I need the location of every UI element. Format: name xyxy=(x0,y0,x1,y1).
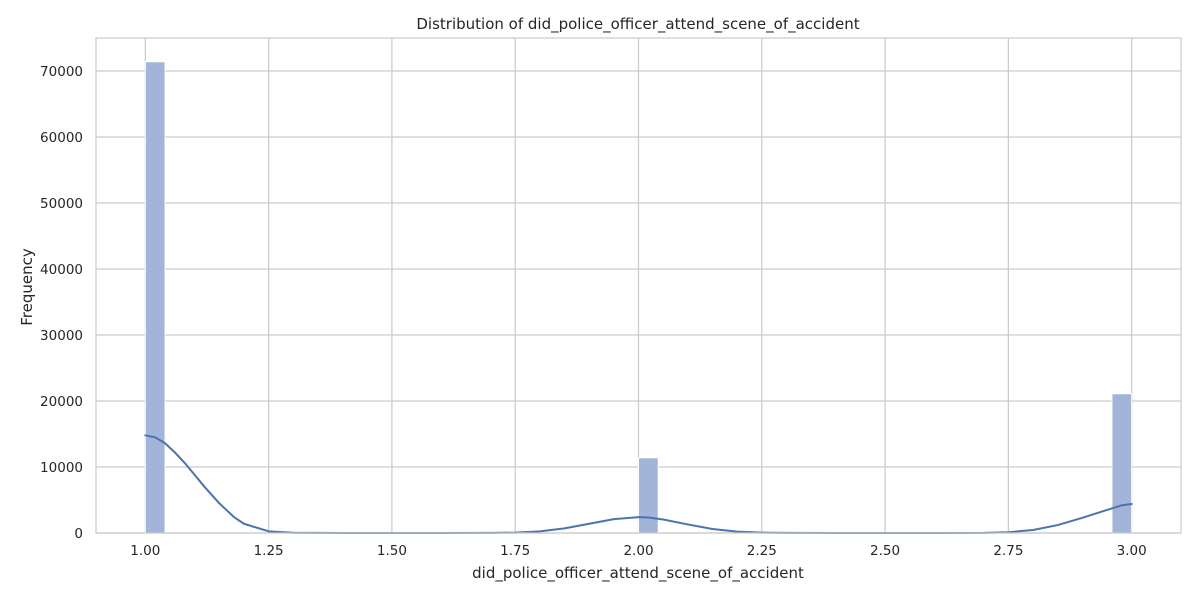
histogram-bar xyxy=(638,457,659,534)
x-tick-label: 2.50 xyxy=(870,543,900,559)
x-axis-ticks: 1.00 1.25 1.50 1.75 2.00 2.25 2.50 2.75 3.00 xyxy=(130,543,1146,559)
x-tick-label: 1.75 xyxy=(500,543,530,559)
y-tick-label: 70000 xyxy=(40,64,83,80)
y-tick-label: 30000 xyxy=(40,328,83,344)
chart-title: Distribution of did_police_officer_atten… xyxy=(416,15,859,34)
x-tick-label: 1.50 xyxy=(377,543,407,559)
y-axis-ticks: 0 10000 20000 30000 40000 50000 60000 70000 xyxy=(40,64,83,542)
y-axis-label: Frequency xyxy=(18,248,36,326)
histogram-bar xyxy=(144,61,166,534)
histogram-bar xyxy=(1111,393,1133,534)
y-tick-label: 10000 xyxy=(40,460,83,476)
x-tick-label: 2.25 xyxy=(747,543,777,559)
y-tick-label: 0 xyxy=(74,526,83,542)
x-tick-label: 1.00 xyxy=(130,543,160,559)
x-tick-label: 2.00 xyxy=(623,543,653,559)
x-tick-label: 3.00 xyxy=(1117,543,1147,559)
x-tick-label: 1.25 xyxy=(254,543,284,559)
y-tick-label: 20000 xyxy=(40,394,83,410)
plot-frame xyxy=(95,37,1182,534)
x-tick-label: 2.75 xyxy=(993,543,1023,559)
y-tick-label: 40000 xyxy=(40,262,83,278)
y-tick-label: 60000 xyxy=(40,130,83,146)
y-tick-label: 50000 xyxy=(40,196,83,212)
x-axis-label: did_police_officer_attend_scene_of_accid… xyxy=(472,564,804,583)
